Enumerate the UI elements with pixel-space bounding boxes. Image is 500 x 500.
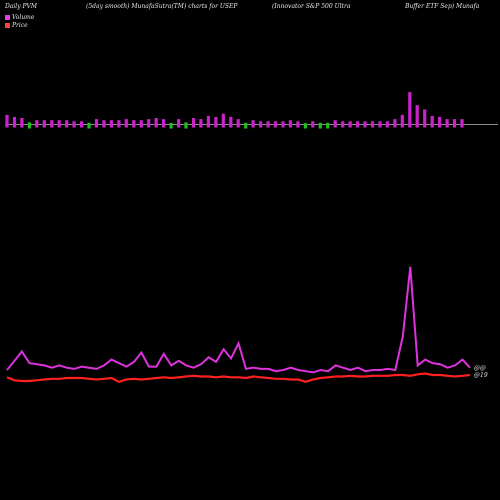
volume-bar	[80, 121, 84, 128]
legend-volume-swatch	[5, 14, 10, 20]
volume-bar	[214, 116, 218, 128]
volume-bar	[370, 121, 375, 128]
chart-title-right: Buffer ETF Sep) Munafa	[405, 3, 480, 10]
legend: Volume Price	[5, 13, 34, 29]
legend-price-swatch	[5, 22, 10, 28]
volume-bar	[415, 105, 419, 128]
volume-bar	[177, 119, 181, 128]
volume-bar	[236, 119, 240, 128]
volume-bar	[5, 114, 9, 128]
volume-bar	[288, 120, 292, 128]
volume-bar	[408, 92, 412, 128]
volume-bar	[72, 121, 76, 128]
volume-bar	[27, 122, 31, 129]
volume-bar	[244, 122, 248, 129]
volume-bar	[154, 118, 158, 128]
volume-bar	[259, 121, 263, 128]
volume-bar	[102, 120, 106, 128]
volume-bar	[162, 119, 166, 128]
volume-bar	[385, 121, 389, 128]
volume-bar	[303, 123, 307, 129]
volume-bar	[124, 119, 128, 128]
volume-bar	[341, 121, 345, 128]
volume-bar	[184, 122, 188, 129]
volume-bar	[20, 118, 24, 128]
volume-bar	[393, 119, 397, 128]
volume-bar	[348, 121, 352, 128]
volume-bar	[318, 122, 322, 129]
volume-bar	[363, 121, 367, 128]
volume-bar	[311, 121, 315, 128]
legend-volume: Volume	[5, 13, 34, 21]
legend-price: Price	[5, 21, 34, 29]
volume-bar	[42, 120, 46, 128]
volume-bar	[229, 116, 233, 128]
legend-price-label: Price	[12, 21, 28, 29]
volume-series-line	[6, 266, 471, 374]
volume-bar	[117, 120, 121, 128]
volume-bar	[199, 119, 203, 128]
volume-bar	[12, 116, 17, 128]
volume-bar	[333, 120, 337, 128]
volume-bar	[147, 119, 151, 128]
legend-volume-label: Volume	[12, 13, 35, 21]
volume-bar	[423, 109, 427, 128]
volume-bar	[296, 121, 300, 128]
chart-title-left: Daily PVM	[5, 3, 38, 10]
volume-bar	[460, 119, 464, 128]
chart-title-instrument: (Innovator S&P 500 Ultra	[272, 3, 351, 10]
volume-bar	[169, 122, 173, 129]
volume-bar	[438, 116, 442, 128]
volume-bars	[5, 92, 464, 129]
volume-bar	[452, 119, 457, 128]
volume-bar	[326, 122, 330, 129]
end-label-price: @19	[474, 372, 488, 379]
volume-bar	[445, 119, 449, 128]
chart-title-center: (5day smooth) MunafaSutra(TM) charts for…	[86, 3, 238, 10]
volume-bar	[356, 121, 360, 128]
volume-bar	[266, 121, 270, 128]
volume-bar	[273, 121, 278, 128]
volume-bar	[206, 115, 210, 128]
price-series-line	[6, 372, 471, 383]
volume-bar	[57, 120, 61, 128]
volume-bar	[430, 115, 434, 128]
volume-bar	[221, 113, 225, 128]
volume-bar	[251, 120, 255, 128]
volume-bar	[132, 120, 136, 128]
volume-bar	[87, 122, 91, 129]
volume-bar	[50, 120, 54, 128]
volume-bar	[139, 120, 143, 128]
volume-bar	[400, 114, 404, 128]
volume-bar	[35, 120, 39, 128]
volume-bar	[65, 120, 69, 128]
volume-bar	[109, 120, 113, 128]
volume-bar	[191, 118, 196, 128]
volume-bar	[281, 121, 285, 128]
end-label-volume: @@	[474, 365, 486, 372]
volume-bar	[378, 121, 382, 128]
volume-bar	[94, 119, 99, 128]
